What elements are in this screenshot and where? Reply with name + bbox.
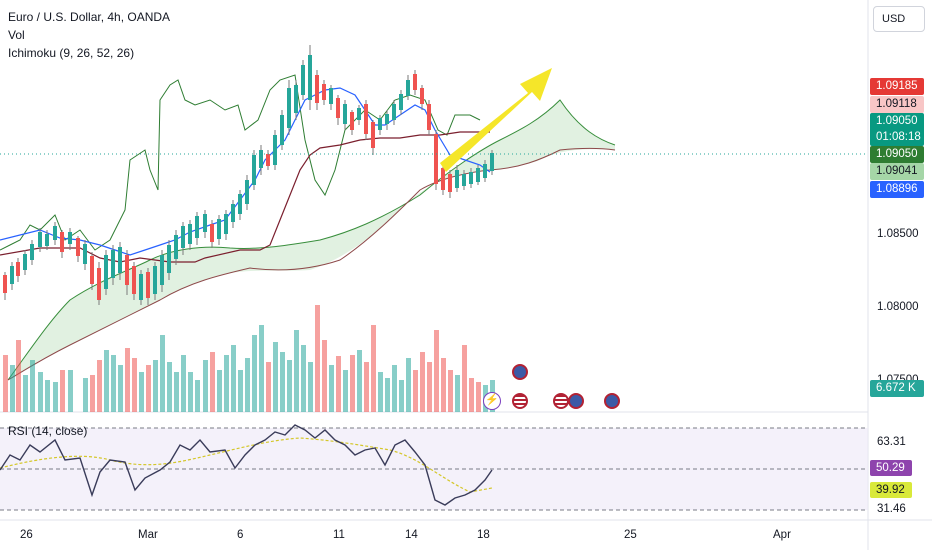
rsi-line — [0, 424, 493, 506]
price-axis-label: 1.08500 — [877, 228, 919, 240]
symbol-legend[interactable]: Euro / U.S. Dollar, 4h, OANDA — [8, 10, 171, 24]
x-axis-tick: Apr — [773, 529, 791, 541]
cloud-span-a — [7, 99, 616, 381]
candles — [3, 45, 494, 305]
x-axis-tick: 14 — [405, 529, 418, 541]
x-axis-tick: 18 — [477, 529, 490, 541]
price-tag-green: 1.09050 — [870, 146, 924, 163]
ichimoku-cloud — [8, 100, 615, 380]
x-axis-tick: 25 — [624, 529, 637, 541]
price-tag-blue: 1.08896 — [870, 181, 924, 198]
rsi-value-tag: 50.29 — [870, 460, 912, 476]
eu-flag-icon[interactable] — [568, 393, 584, 409]
price-tag-red: 1.09185 — [870, 78, 924, 95]
ichimoku-legend[interactable]: Ichimoku (9, 26, 52, 26) — [8, 46, 135, 60]
x-axis-tick: 6 — [237, 529, 244, 541]
countdown-timer: 01:08:18 — [870, 129, 924, 146]
us-flag-icon[interactable] — [553, 393, 569, 409]
us-flag-icon[interactable] — [512, 393, 528, 409]
currency-button[interactable]: USD — [873, 6, 925, 32]
x-axis-tick: Mar — [138, 529, 158, 541]
eu-flag-icon[interactable] — [512, 364, 528, 380]
rsi-axis-lower: 31.46 — [877, 503, 906, 515]
x-axis-tick: 26 — [20, 529, 33, 541]
price-axis-label: 1.08000 — [877, 301, 919, 313]
price-tag-current: 1.09050 — [870, 113, 924, 130]
price-tag-light-green: 1.09041 — [870, 163, 924, 180]
volume-legend[interactable]: Vol — [8, 28, 25, 42]
chikou-span — [0, 74, 481, 251]
x-axis-tick: 11 — [333, 529, 345, 541]
volume-tag: 6.672 K — [870, 380, 924, 397]
rsi-legend[interactable]: RSI (14, close) — [8, 424, 88, 438]
trend-arrow[interactable] — [440, 68, 552, 172]
price-tag-pink: 1.09118 — [870, 96, 924, 113]
rsi-signal-tag: 39.92 — [870, 482, 912, 498]
volume-bars — [3, 305, 495, 412]
flash-icon[interactable]: ⚡ — [483, 392, 501, 410]
cloud-span-b — [7, 148, 616, 381]
rsi-axis-upper: 63.31 — [877, 436, 906, 448]
eu-flag-icon[interactable] — [604, 393, 620, 409]
tenkan-line — [0, 87, 491, 256]
